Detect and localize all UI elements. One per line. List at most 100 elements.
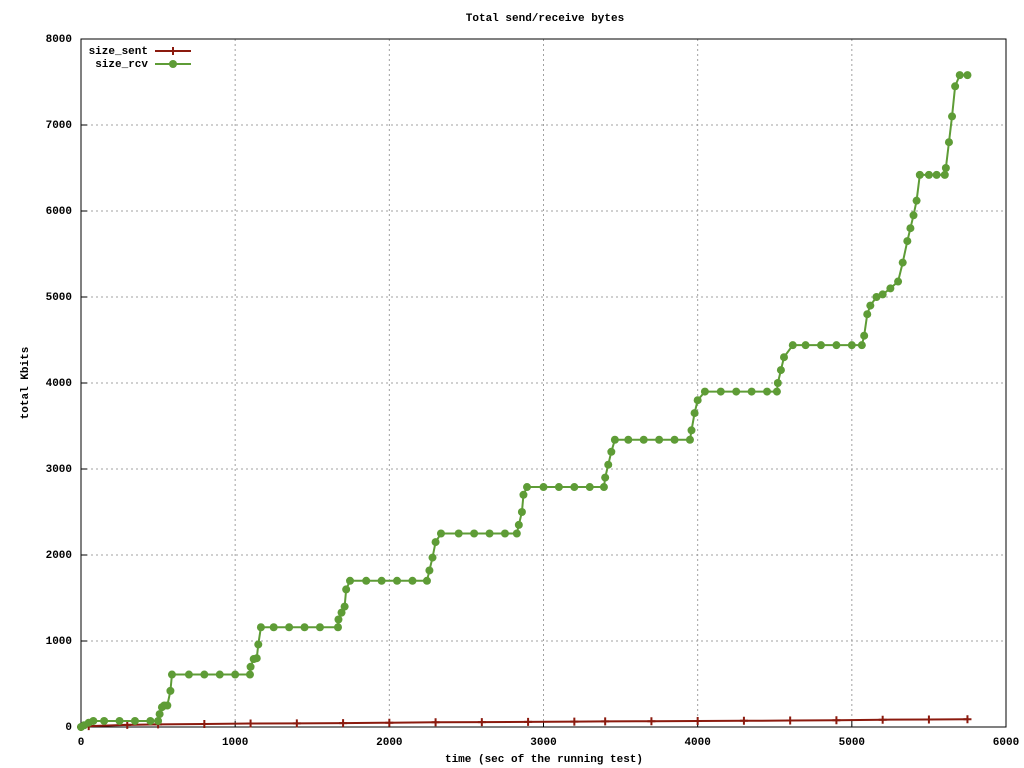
point bbox=[716, 387, 725, 396]
point bbox=[524, 717, 533, 726]
point bbox=[393, 576, 402, 585]
x-tick-label: 4000 bbox=[684, 737, 710, 749]
y-tick-label: 4000 bbox=[46, 378, 72, 390]
point bbox=[690, 409, 699, 418]
point bbox=[422, 576, 431, 585]
y-tick-label: 8000 bbox=[46, 34, 72, 46]
point bbox=[604, 460, 613, 469]
series-line bbox=[80, 718, 968, 728]
y-tick-label: 5000 bbox=[46, 292, 72, 304]
point bbox=[772, 387, 781, 396]
point bbox=[254, 640, 263, 649]
point bbox=[912, 196, 921, 205]
point bbox=[115, 716, 124, 725]
point bbox=[246, 719, 255, 728]
point bbox=[693, 716, 702, 725]
point bbox=[292, 719, 301, 728]
point bbox=[894, 277, 903, 286]
point bbox=[863, 310, 872, 319]
point bbox=[872, 293, 881, 301]
point bbox=[246, 662, 255, 671]
point bbox=[166, 686, 175, 695]
point bbox=[639, 435, 648, 444]
point bbox=[300, 623, 309, 632]
point bbox=[485, 529, 494, 538]
point bbox=[763, 387, 772, 396]
point bbox=[898, 258, 907, 267]
point bbox=[624, 435, 633, 444]
point bbox=[517, 508, 526, 516]
point bbox=[941, 164, 950, 172]
point bbox=[436, 529, 445, 538]
x-axis-label: time (sec of the running test) bbox=[445, 754, 643, 766]
point bbox=[601, 473, 610, 482]
legend-marker bbox=[169, 60, 177, 68]
y-tick-label: 2000 bbox=[46, 550, 72, 562]
point bbox=[906, 224, 915, 233]
point bbox=[269, 623, 278, 632]
point bbox=[909, 211, 918, 220]
x-tick-label: 0 bbox=[78, 737, 85, 749]
point bbox=[607, 447, 616, 456]
y-tick-label: 3000 bbox=[46, 464, 72, 476]
point bbox=[687, 426, 696, 435]
point bbox=[951, 82, 960, 91]
point bbox=[523, 483, 532, 492]
point bbox=[512, 529, 521, 538]
point bbox=[215, 670, 224, 679]
point bbox=[256, 623, 265, 632]
point bbox=[940, 170, 949, 179]
point bbox=[786, 716, 795, 725]
point bbox=[334, 615, 343, 624]
point bbox=[500, 529, 509, 538]
point bbox=[454, 529, 463, 538]
point bbox=[570, 483, 579, 492]
point bbox=[878, 715, 887, 724]
point bbox=[252, 654, 261, 663]
point bbox=[788, 341, 797, 350]
x-tick-label: 6000 bbox=[993, 737, 1019, 749]
point bbox=[903, 237, 912, 246]
point bbox=[832, 716, 841, 725]
point bbox=[154, 716, 163, 725]
point bbox=[915, 170, 924, 179]
legend-label: size_rcv bbox=[95, 59, 148, 71]
point bbox=[773, 379, 782, 387]
point bbox=[570, 717, 579, 726]
point bbox=[655, 435, 664, 444]
point bbox=[801, 341, 810, 350]
point bbox=[385, 718, 394, 727]
point bbox=[184, 670, 193, 679]
point bbox=[857, 341, 866, 350]
point bbox=[780, 353, 788, 362]
point bbox=[339, 719, 348, 728]
point bbox=[425, 566, 434, 575]
x-tick-label: 3000 bbox=[530, 737, 556, 749]
point bbox=[963, 715, 972, 724]
point bbox=[924, 715, 933, 724]
point bbox=[428, 553, 437, 562]
y-axis-label: total Kbits bbox=[20, 347, 32, 420]
y-tick-label: 0 bbox=[65, 722, 72, 734]
point bbox=[700, 387, 709, 396]
point bbox=[955, 71, 964, 80]
point bbox=[146, 716, 155, 725]
point bbox=[554, 483, 563, 492]
point bbox=[519, 490, 528, 499]
point bbox=[100, 716, 109, 725]
point bbox=[886, 284, 895, 293]
point bbox=[431, 718, 440, 727]
legend-marker bbox=[169, 47, 177, 55]
point bbox=[155, 710, 164, 719]
point bbox=[647, 717, 656, 726]
point bbox=[408, 576, 417, 585]
point bbox=[514, 520, 523, 529]
x-tick-label: 5000 bbox=[839, 737, 865, 749]
point bbox=[333, 623, 342, 632]
point bbox=[167, 670, 176, 679]
point bbox=[685, 435, 694, 444]
point bbox=[948, 112, 957, 121]
point bbox=[362, 576, 371, 585]
